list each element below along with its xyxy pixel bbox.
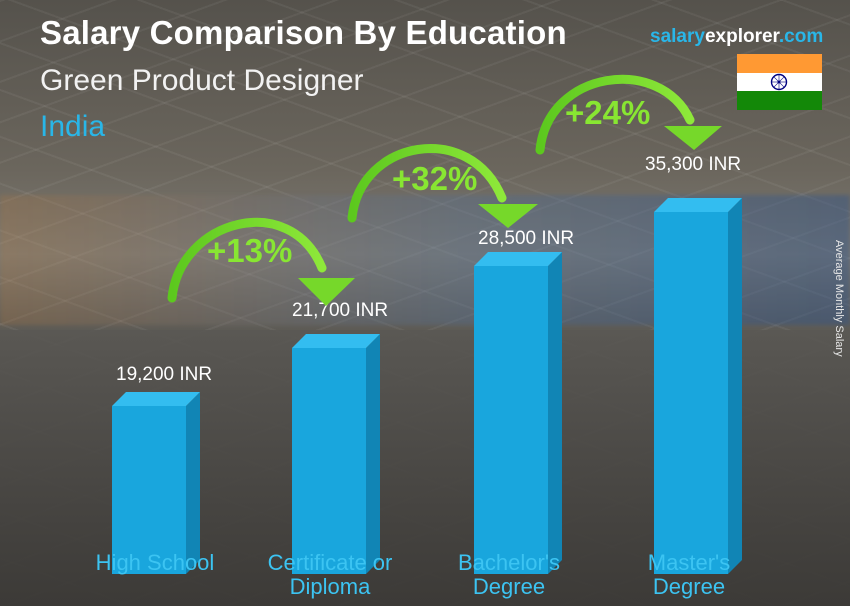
increase-label-2: +32%: [392, 160, 478, 197]
value-label-bachelors-degree: 28,500 INR: [478, 228, 575, 249]
india-flag-icon: [737, 54, 822, 110]
chart-title: Salary Comparison By Education: [40, 14, 567, 51]
increase-label-3: +24%: [565, 94, 651, 131]
bar-certificate-diploma: [292, 334, 380, 574]
job-title: Green Product Designer: [40, 64, 364, 97]
category-line1: Master's: [647, 550, 731, 575]
country-label: India: [40, 110, 106, 143]
value-label-certificate-diploma: 21,700 INR: [292, 300, 389, 321]
category-label-masters-degree: Master's Degree: [614, 551, 764, 599]
brand-part-com: .com: [778, 26, 824, 47]
value-label-high-school: 19,200 INR: [116, 364, 213, 385]
category-line2: Diploma: [289, 574, 371, 599]
category-line2: Degree: [652, 574, 726, 599]
ashoka-chakra-icon: [770, 73, 788, 90]
bar-bachelors-degree: [474, 252, 562, 574]
category-label-high-school: High School: [80, 551, 230, 575]
y-axis-label: Average Monthly Salary: [833, 240, 845, 357]
flag-white-stripe: [737, 72, 822, 92]
increase-label-1: +13%: [207, 232, 293, 269]
bar-masters-degree: [654, 198, 742, 574]
arrow-icon-1: [167, 217, 355, 306]
flag-saffron-stripe: [737, 54, 822, 73]
category-line1: Certificate or: [267, 550, 393, 575]
arrow-icon-3: [535, 74, 722, 155]
category-line1: High School: [95, 550, 215, 575]
brand-part-salary: salary: [650, 26, 705, 47]
bar-high-school: [112, 392, 200, 574]
flag-green-stripe: [737, 91, 822, 110]
value-label-masters-degree: 35,300 INR: [645, 154, 742, 175]
arrow-icon-2: [347, 144, 538, 228]
brand-part-explorer: explorer: [704, 26, 779, 47]
brand-logo[interactable]: salaryexplorer.com: [650, 26, 823, 48]
category-label-certificate-diploma: Certificate or Diploma: [250, 551, 410, 599]
category-line2: Degree: [472, 574, 546, 599]
category-line1: Bachelor's: [457, 550, 561, 575]
category-label-bachelors-degree: Bachelor's Degree: [434, 551, 584, 599]
